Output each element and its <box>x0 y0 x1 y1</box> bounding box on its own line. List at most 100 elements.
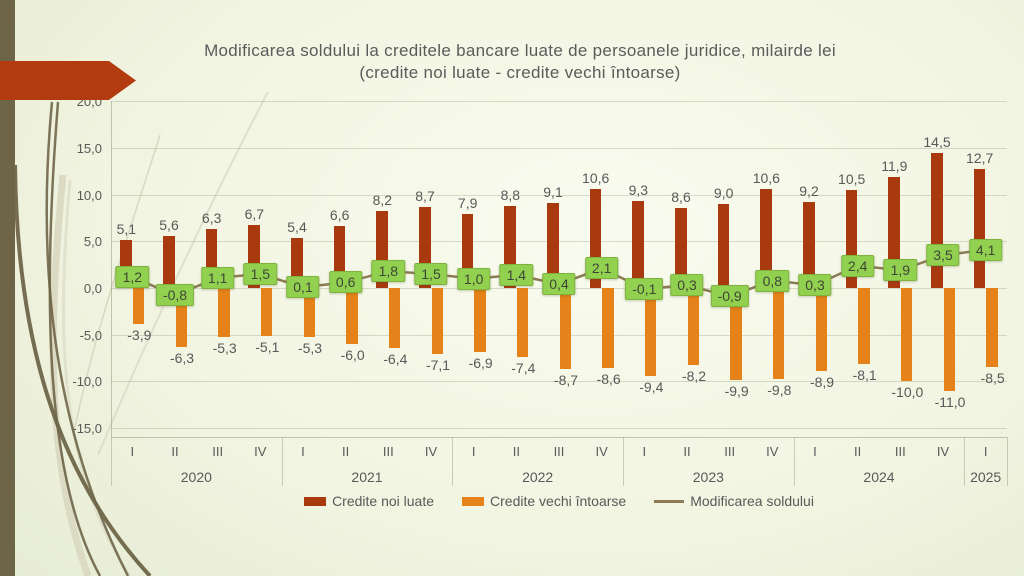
bar-credite-noi <box>760 189 772 288</box>
bar-value-label-credite-vechi: -10,0 <box>891 384 924 401</box>
bar-value-label-credite-vechi: -8,6 <box>596 371 621 388</box>
bar-value-label-credite-noi: 5,4 <box>287 218 307 235</box>
y-tick-label: 5,0 <box>83 234 102 250</box>
legend: Credite noi luate Credite vechi întoarse… <box>111 493 1007 509</box>
axis-separator <box>793 437 795 486</box>
legend-swatch-credite-noi-icon <box>304 496 327 506</box>
year-label: 2024 <box>863 469 895 485</box>
bar-value-label-credite-noi: 9,1 <box>543 184 563 201</box>
quarter-label: IV <box>595 444 608 459</box>
bar-credite-vechi <box>730 288 742 381</box>
quarter-label: IV <box>766 444 779 459</box>
y-tick-label: 0,0 <box>83 281 102 296</box>
balance-point-label: 1,1 <box>200 266 235 289</box>
bar-credite-noi <box>888 176 900 288</box>
bar-credite-noi <box>163 235 175 288</box>
bar-value-label-credite-vechi: -8,5 <box>980 370 1005 387</box>
bar-credite-vechi <box>260 288 273 336</box>
bar-value-label-credite-vechi: -8,7 <box>553 372 579 389</box>
title-arrow <box>0 61 136 100</box>
bar-value-label-credite-vechi: -11,0 <box>934 393 966 410</box>
year-label: 2021 <box>351 469 383 485</box>
bar-credite-vechi <box>986 288 998 368</box>
bar-value-label-credite-noi: 9,2 <box>799 183 819 200</box>
legend-label-credite-noi: Credite noi luate <box>332 493 435 509</box>
quarter-label: II <box>171 444 179 459</box>
quarter-label: I <box>983 444 988 459</box>
bar-value-label-credite-vechi: -7,4 <box>511 360 536 377</box>
chart-title-line2: (credite noi luate - credite vechi întoa… <box>359 63 681 82</box>
y-axis-line <box>111 101 112 437</box>
quarter-label: II <box>683 444 691 459</box>
quarter-label: II <box>854 444 862 459</box>
bar-value-label-credite-vechi: -8,1 <box>852 366 877 383</box>
bar-credite-noi <box>803 202 815 288</box>
legend-label-modificarea: Modificarea soldului <box>690 493 814 509</box>
bar-credite-noi <box>931 152 943 288</box>
bar-value-label-credite-vechi: -5,3 <box>212 340 237 357</box>
balance-point-label: 0,3 <box>798 274 832 297</box>
bar-value-label-credite-noi: 5,6 <box>159 216 179 233</box>
gridline <box>111 428 1007 429</box>
bar-credite-noi <box>547 203 559 288</box>
bar-value-label-credite-noi: 11,9 <box>881 157 908 174</box>
bar-credite-vechi <box>943 288 955 391</box>
year-label: 2025 <box>970 469 1002 485</box>
bar-credite-vechi <box>644 288 657 376</box>
legend-item-credite-vechi: Credite vechi întoarse <box>462 493 626 509</box>
bar-credite-vechi <box>388 288 401 348</box>
quarter-label: IV <box>936 444 950 459</box>
quarter-label: III <box>212 444 224 459</box>
axis-separator <box>281 437 283 486</box>
bar-value-label-credite-vechi: -7,1 <box>425 357 451 374</box>
quarter-label: I <box>813 444 817 459</box>
quarter-label: II <box>342 444 350 459</box>
bar-credite-vechi <box>858 288 870 364</box>
quarter-label: III <box>724 444 736 459</box>
axis-separator <box>1007 437 1008 486</box>
bar-value-label-credite-vechi: -9,9 <box>724 383 749 400</box>
y-tick-label: -5,0 <box>79 327 102 343</box>
gridline <box>111 381 1007 383</box>
bar-value-label-credite-noi: 12,7 <box>966 150 994 167</box>
bar-credite-vechi <box>474 288 486 353</box>
bar-value-label-credite-noi: 8,6 <box>671 188 691 205</box>
bar-value-label-credite-noi: 9,0 <box>713 185 734 201</box>
bar-value-label-credite-vechi: -8,2 <box>681 367 707 384</box>
bar-value-label-credite-noi: 8,8 <box>500 186 521 203</box>
balance-point-label: 4,1 <box>968 238 1003 261</box>
balance-point-label: 0,8 <box>755 269 790 292</box>
bar-value-label-credite-noi: 5,1 <box>116 221 137 238</box>
balance-point-label: 3,5 <box>926 244 960 267</box>
bar-credite-noi <box>717 204 730 288</box>
year-label: 2023 <box>692 469 724 485</box>
bar-credite-vechi <box>772 288 785 380</box>
legend-item-credite-noi: Credite noi luate <box>304 493 434 509</box>
bar-value-label-credite-noi: 10,5 <box>838 171 866 187</box>
bar-value-label-credite-noi: 10,6 <box>752 170 780 187</box>
bar-value-label-credite-vechi: -8,9 <box>809 374 835 391</box>
balance-point-label: 0,4 <box>542 273 576 296</box>
bar-credite-noi <box>504 205 516 288</box>
bar-credite-vechi <box>900 288 913 382</box>
y-tick-label: 15,0 <box>76 141 102 156</box>
gridline <box>111 241 1007 243</box>
bar-credite-noi <box>675 207 687 288</box>
bar-credite-noi <box>632 201 644 288</box>
balance-point-label: 1,9 <box>883 259 918 282</box>
bar-value-label-credite-noi: 7,9 <box>457 195 478 212</box>
bar-credite-vechi <box>303 288 315 338</box>
bar-credite-vechi <box>132 288 145 325</box>
bar-credite-vechi <box>431 288 443 355</box>
quarter-label: I <box>642 444 647 459</box>
bar-value-label-credite-noi: 6,3 <box>201 210 222 227</box>
balance-point-label: -0,9 <box>710 285 749 308</box>
axis-separator <box>623 437 624 486</box>
bar-value-label-credite-noi: 8,2 <box>372 192 393 209</box>
bar-credite-vechi <box>218 288 230 338</box>
bar-credite-noi <box>589 189 602 288</box>
balance-point-label: 1,0 <box>456 267 491 290</box>
quarter-label: I <box>130 444 135 459</box>
quarter-label: IV <box>424 444 438 459</box>
quarter-label: III <box>894 444 906 459</box>
